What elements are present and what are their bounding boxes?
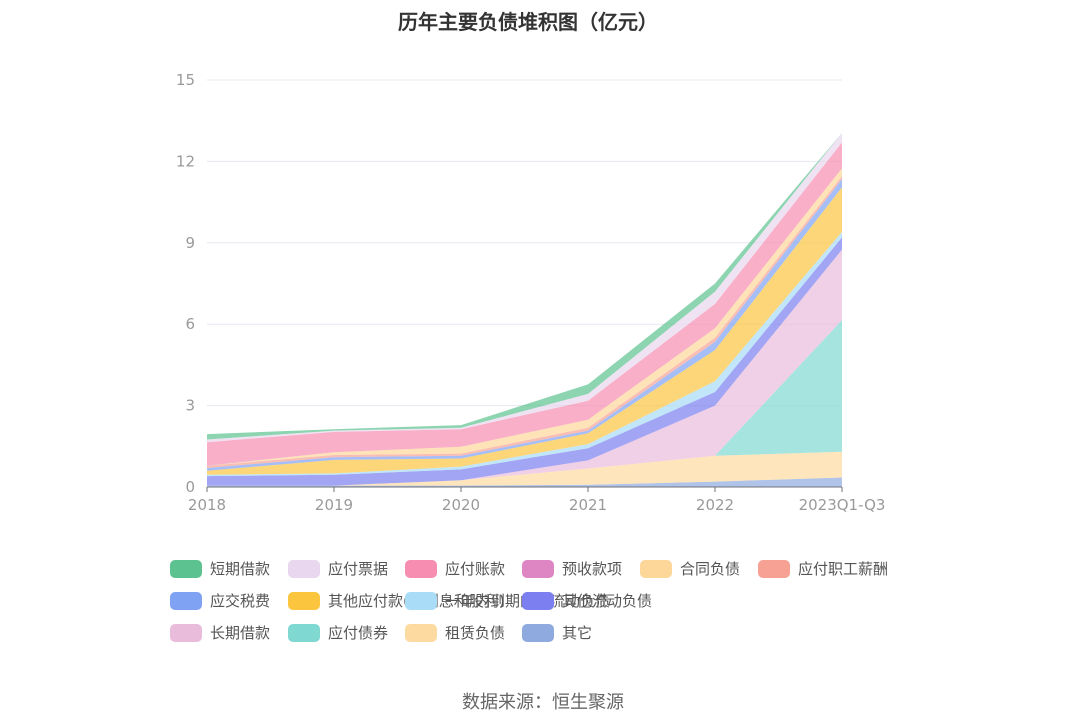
legend-item[interactable]: 预收款项 [522,558,622,579]
legend-label: 应付债券 [328,624,389,642]
legend-label: 合同负债 [680,560,741,578]
legend-swatch [288,559,320,578]
legend-label: 其它 [562,624,593,642]
legend-swatch [758,559,790,578]
legend-item[interactable]: 应付账款 [405,558,505,579]
legend-swatch [640,559,672,578]
legend-swatch [288,623,320,642]
legend-label: 应付账款 [445,560,506,578]
y-tick-label: 9 [185,234,195,252]
legend-label: 长期借款 [210,624,271,642]
axes: 2018 2019 2020 2021 2022 2023Q1-Q3 [188,486,886,514]
legend-swatch [170,623,202,642]
legend-label: 预收款项 [562,560,623,578]
x-tick-label: 2019 [315,496,353,514]
x-tick-label: 2023Q1-Q3 [799,496,886,514]
legend-item[interactable]: 应交税费 [170,590,270,611]
legend-swatch [170,559,202,578]
y-tick-label: 0 [185,478,195,496]
legend-item[interactable]: 其它 [522,622,592,643]
legend-item[interactable]: 合同负债 [640,558,740,579]
x-tick-label: 2020 [442,496,480,514]
legend-label: 应交税费 [210,592,271,610]
legend-swatch [522,559,554,578]
y-tick-label: 15 [176,71,195,89]
legend-item[interactable]: 应付票据 [288,558,388,579]
legend-item[interactable]: 长期借款 [170,622,270,643]
legend-item[interactable]: 其他流动负债 [522,590,652,611]
x-tick-label: 2018 [188,496,226,514]
chart-title: 历年主要负债堆积图（亿元） [398,10,658,34]
legend-item[interactable]: 应付职工薪酬 [758,558,888,579]
legend-label: 租赁负债 [445,624,506,642]
legend-swatch [405,559,437,578]
legend-label: 短期借款 [210,560,271,578]
y-tick-label: 6 [185,315,195,333]
area-租赁负债 [207,451,842,486]
legend-swatch [522,623,554,642]
legend-swatch [170,591,202,610]
legend-label: 其他流动负债 [562,592,653,610]
area-其它 [207,477,842,487]
area-series [207,132,842,487]
legend-swatch [522,591,554,610]
x-tick-label: 2021 [569,496,607,514]
y-tick-label: 12 [176,152,195,170]
legend-label: 应付职工薪酬 [798,560,889,578]
legend-item[interactable]: 应付债券 [288,622,388,643]
legend-swatch [288,591,320,610]
legend-swatch [405,623,437,642]
legend-item[interactable]: 租赁负债 [405,622,505,643]
area-短期借款 [207,132,842,440]
x-tick-label: 2022 [696,496,734,514]
y-tick-label: 3 [185,397,195,415]
source-note: 数据来源：恒生聚源 [462,692,624,713]
legend-swatch [405,591,437,610]
area-长期借款 [207,249,842,486]
legend-item[interactable]: 短期借款 [170,558,270,579]
legend-label: 应付票据 [328,560,389,578]
